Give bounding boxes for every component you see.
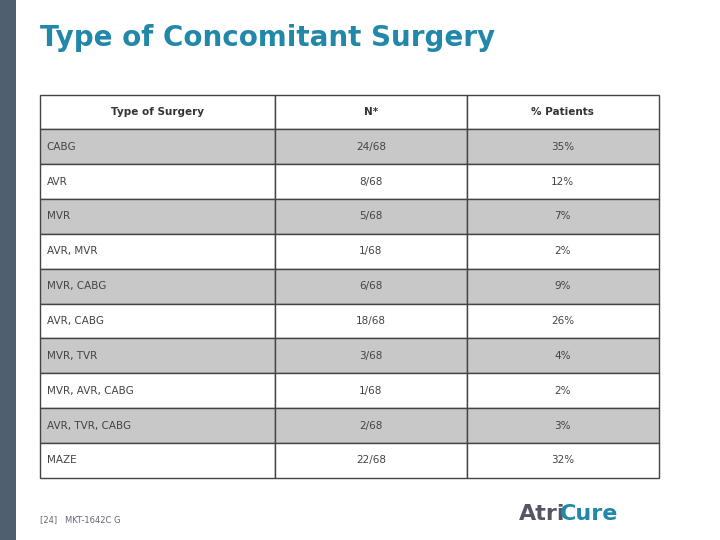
Bar — [467, 164, 659, 199]
Bar — [40, 339, 275, 373]
Bar — [40, 443, 275, 478]
Text: 12%: 12% — [552, 177, 575, 187]
Text: 1/68: 1/68 — [359, 246, 382, 256]
Text: MVR: MVR — [47, 212, 70, 221]
Bar — [467, 408, 659, 443]
Text: MVR, AVR, CABG: MVR, AVR, CABG — [47, 386, 133, 396]
Text: 4%: 4% — [554, 351, 571, 361]
Text: CABG: CABG — [47, 142, 76, 152]
Bar — [467, 443, 659, 478]
Text: % Patients: % Patients — [531, 107, 594, 117]
Bar — [467, 373, 659, 408]
Text: AVR, TVR, CABG: AVR, TVR, CABG — [47, 421, 131, 430]
Text: 2/68: 2/68 — [359, 421, 382, 430]
Bar — [0, 0, 16, 540]
Bar — [467, 234, 659, 269]
Bar — [467, 199, 659, 234]
Bar — [467, 303, 659, 339]
Text: Atri: Atri — [518, 504, 565, 524]
Text: 6/68: 6/68 — [359, 281, 382, 291]
Bar — [40, 408, 275, 443]
Text: 22/68: 22/68 — [356, 455, 386, 465]
Bar — [40, 303, 275, 339]
Text: MVR, TVR: MVR, TVR — [47, 351, 97, 361]
Bar — [275, 234, 467, 269]
Text: 3/68: 3/68 — [359, 351, 382, 361]
Text: 32%: 32% — [552, 455, 575, 465]
Bar — [275, 94, 467, 130]
Bar — [275, 199, 467, 234]
Bar — [275, 269, 467, 303]
Text: AVR: AVR — [47, 177, 68, 187]
Text: 18/68: 18/68 — [356, 316, 386, 326]
Bar — [40, 199, 275, 234]
Bar — [40, 94, 275, 130]
Bar — [467, 339, 659, 373]
Text: 9%: 9% — [554, 281, 571, 291]
Bar — [275, 408, 467, 443]
Text: Type of Concomitant Surgery: Type of Concomitant Surgery — [40, 24, 495, 52]
Bar — [275, 373, 467, 408]
Bar — [40, 269, 275, 303]
Text: Type of Surgery: Type of Surgery — [111, 107, 204, 117]
Text: 2%: 2% — [554, 386, 571, 396]
Bar — [275, 443, 467, 478]
Text: 26%: 26% — [552, 316, 575, 326]
Bar — [275, 164, 467, 199]
Bar — [467, 94, 659, 130]
Text: 35%: 35% — [552, 142, 575, 152]
Text: MVR, CABG: MVR, CABG — [47, 281, 106, 291]
Bar — [40, 130, 275, 164]
Bar — [40, 164, 275, 199]
Text: 1/68: 1/68 — [359, 386, 382, 396]
Text: MAZE: MAZE — [47, 455, 76, 465]
Text: 3%: 3% — [554, 421, 571, 430]
Text: Cure: Cure — [559, 504, 618, 524]
Bar — [275, 303, 467, 339]
Text: 7%: 7% — [554, 212, 571, 221]
Bar — [467, 269, 659, 303]
Bar — [467, 130, 659, 164]
Text: 24/68: 24/68 — [356, 142, 386, 152]
Bar — [275, 130, 467, 164]
Text: N*: N* — [364, 107, 378, 117]
Text: AVR, CABG: AVR, CABG — [47, 316, 104, 326]
Bar — [40, 373, 275, 408]
Text: 8/68: 8/68 — [359, 177, 382, 187]
Bar — [275, 339, 467, 373]
Text: [24]   MKT-1642C G: [24] MKT-1642C G — [40, 515, 120, 524]
Text: AVR, MVR: AVR, MVR — [47, 246, 97, 256]
Bar — [40, 234, 275, 269]
Text: 5/68: 5/68 — [359, 212, 382, 221]
Text: 2%: 2% — [554, 246, 571, 256]
